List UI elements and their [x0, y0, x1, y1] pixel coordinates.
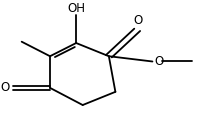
Text: O: O [1, 81, 10, 94]
Text: O: O [155, 55, 164, 68]
Text: O: O [134, 14, 143, 26]
Text: OH: OH [67, 2, 85, 15]
